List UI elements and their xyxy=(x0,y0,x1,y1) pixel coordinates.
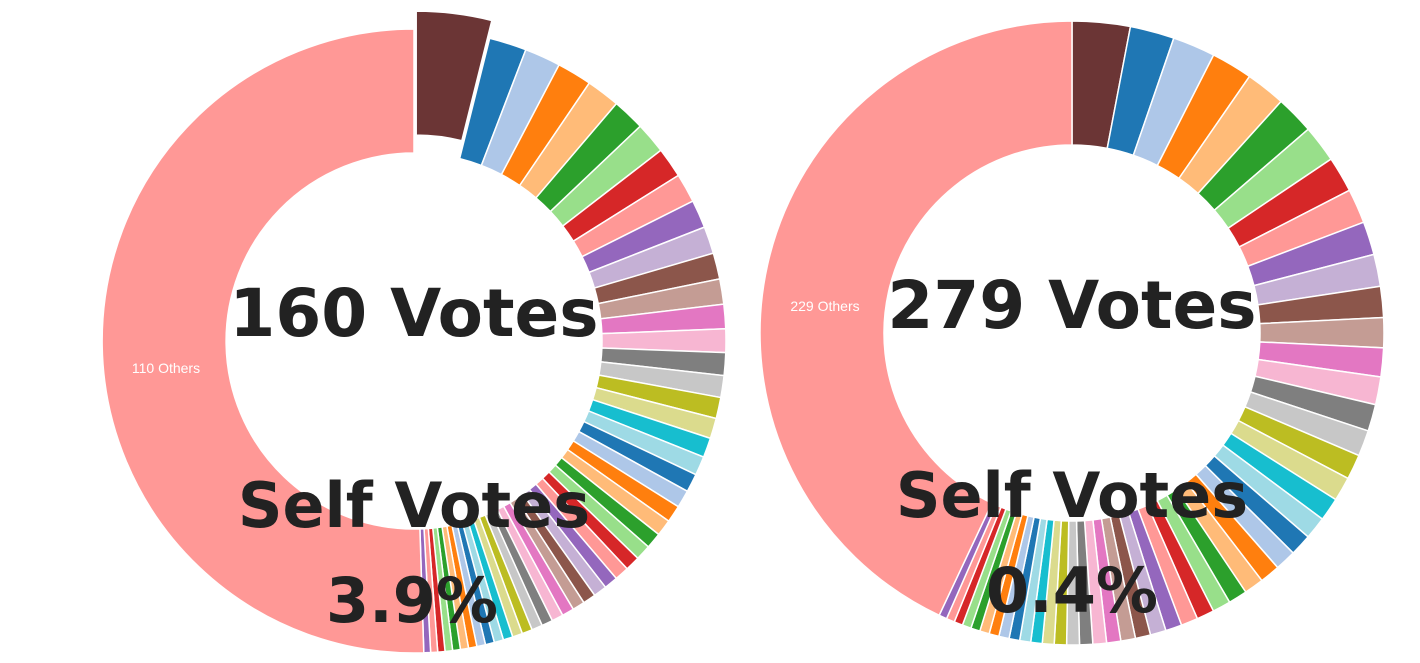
slices-left xyxy=(101,10,727,654)
others-label-left: 110 Others xyxy=(132,360,200,376)
votes-count-right: 279 Votes xyxy=(887,267,1256,344)
donut-chart-left: 110 Others 160 Votes Self Votes 3.9% xyxy=(101,10,727,654)
self-votes-percent-left: 3.9% xyxy=(326,564,498,637)
votes-count-left: 160 Votes xyxy=(229,275,598,352)
self-vote-slice[interactable] xyxy=(415,10,493,142)
donut-chart-right: 229 Others 279 Votes Self Votes 0.4% xyxy=(759,20,1385,646)
self-votes-percent-right: 0.4% xyxy=(986,554,1158,627)
others-slice[interactable] xyxy=(101,28,425,654)
slices-right xyxy=(759,20,1385,646)
others-slice[interactable] xyxy=(759,20,1073,617)
others-label-right: 229 Others xyxy=(790,298,859,314)
self-votes-title-right: Self Votes xyxy=(896,459,1248,532)
self-votes-title-left: Self Votes xyxy=(238,469,590,542)
